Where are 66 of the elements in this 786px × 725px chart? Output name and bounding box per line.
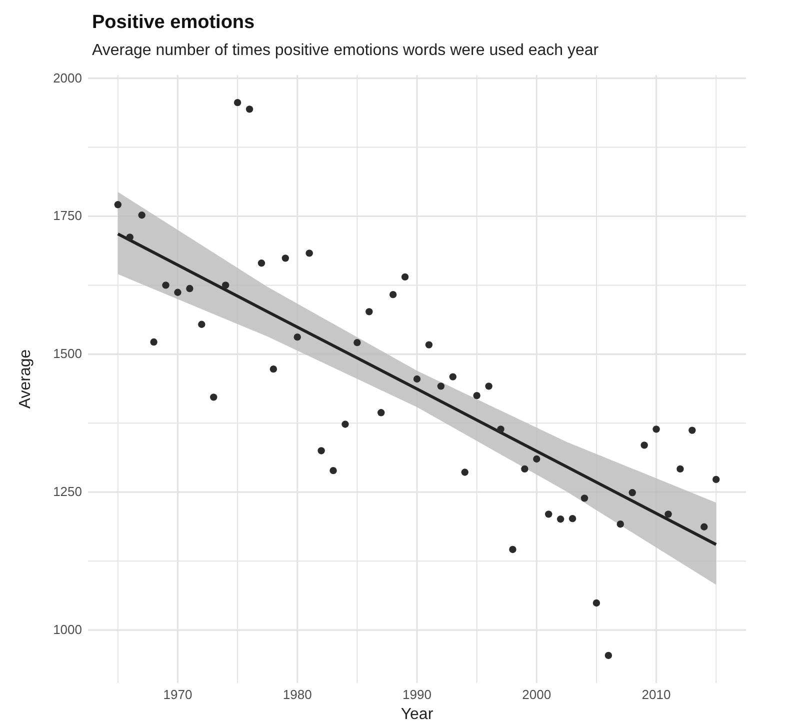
point	[150, 338, 158, 346]
y-tick-label: 2000	[53, 70, 82, 86]
point	[401, 273, 409, 281]
point	[294, 333, 301, 341]
point	[186, 284, 194, 292]
point	[556, 516, 564, 523]
line-series	[116, 232, 718, 546]
point	[568, 514, 576, 522]
x-axis-title: Year	[400, 706, 434, 723]
x-tick-label: 1990	[402, 687, 432, 702]
point	[318, 447, 325, 454]
y-tick-label: 1750	[53, 208, 82, 224]
point	[162, 282, 170, 289]
point	[604, 652, 612, 660]
point	[461, 468, 468, 476]
point	[533, 455, 540, 463]
point	[198, 320, 206, 328]
point	[545, 510, 552, 518]
point	[509, 546, 516, 554]
point	[712, 476, 720, 484]
point	[126, 234, 134, 241]
point	[688, 426, 696, 434]
point	[366, 308, 373, 316]
point	[640, 442, 648, 449]
point	[114, 201, 122, 208]
point	[628, 489, 636, 496]
point	[330, 466, 337, 474]
point	[437, 382, 445, 390]
chart-subtitle: Average number of times positive emotions words were used each year	[92, 42, 600, 59]
y-tick-label: 1000	[53, 622, 82, 638]
point	[676, 465, 684, 473]
point	[616, 520, 624, 528]
point	[210, 394, 218, 401]
x-tick-label: 2010	[642, 687, 671, 702]
point	[378, 409, 385, 416]
point	[138, 212, 146, 219]
point	[473, 392, 480, 400]
x-tick-label: 1980	[282, 687, 312, 702]
point	[282, 254, 289, 262]
point	[521, 465, 528, 473]
point	[497, 426, 504, 433]
y-axis-title: Average	[17, 349, 34, 409]
point	[222, 282, 230, 289]
point	[246, 106, 254, 113]
point	[449, 373, 456, 380]
point	[174, 288, 182, 296]
chart-title: Positive emotions	[92, 12, 255, 33]
point	[580, 494, 588, 502]
y-tick-label: 1250	[53, 484, 82, 500]
point	[258, 260, 266, 267]
point	[700, 523, 708, 530]
point	[664, 510, 672, 518]
point	[652, 426, 660, 433]
point	[592, 599, 600, 607]
point	[389, 290, 397, 298]
point	[234, 98, 242, 106]
point	[485, 382, 492, 390]
point	[306, 250, 313, 257]
point	[425, 341, 433, 348]
y-tick-label: 1500	[53, 346, 82, 362]
x-tick-label: 2000	[522, 687, 552, 702]
point	[270, 365, 278, 373]
point	[413, 375, 421, 383]
point	[354, 338, 361, 346]
point	[342, 420, 349, 428]
x-tick-label: 1970	[163, 687, 192, 702]
